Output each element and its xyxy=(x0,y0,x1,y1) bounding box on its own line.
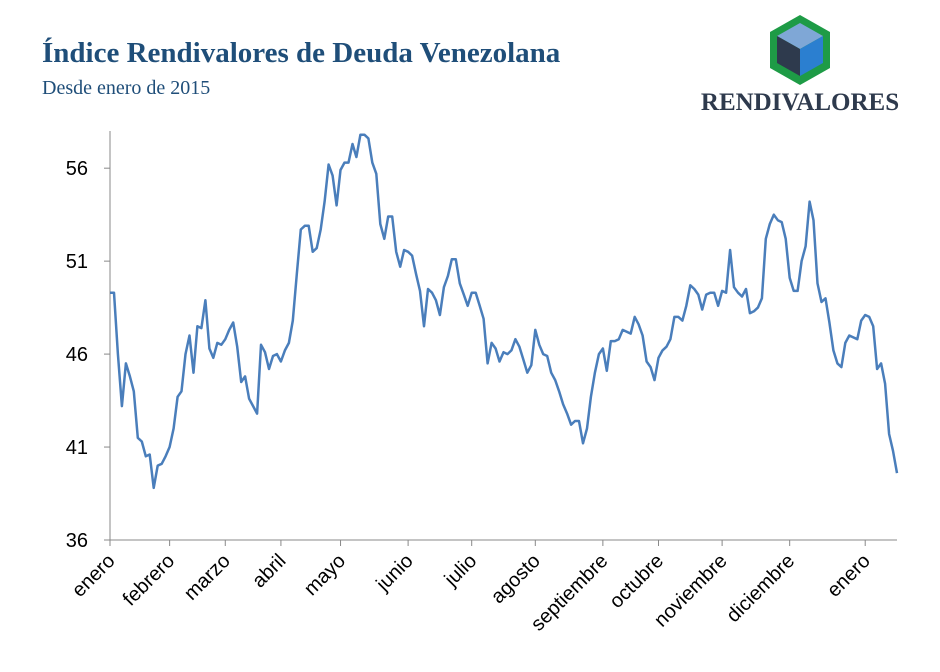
x-tick-label: agosto xyxy=(487,550,545,608)
x-tick-label: mayo xyxy=(300,550,350,600)
series-line xyxy=(110,133,899,490)
y-tick-label: 36 xyxy=(66,530,88,552)
x-tick-label: octubre xyxy=(605,550,668,613)
x-tick-label: abril xyxy=(248,550,290,592)
logo-icon xyxy=(770,15,830,85)
chart-title: Índice Rendivalores de Deuda Venezolana xyxy=(42,36,561,69)
chart-subtitle: Desde enero de 2015 xyxy=(42,77,210,99)
x-tick-label: febrero xyxy=(119,550,179,610)
x-tick-label: diciembre xyxy=(722,550,799,627)
x-tick-label: marzo xyxy=(180,550,235,605)
x-tick-label: julio xyxy=(440,550,481,591)
y-tick-label: 41 xyxy=(66,437,88,459)
y-tick-label: 51 xyxy=(66,251,88,273)
x-tick-label: enero xyxy=(823,550,875,602)
logo-text: RENDIVALORES xyxy=(701,89,899,116)
x-tick-label: junio xyxy=(371,550,417,596)
y-tick-label: 56 xyxy=(66,158,88,180)
y-tick-label: 46 xyxy=(66,344,88,366)
x-tick-label: enero xyxy=(68,550,120,602)
